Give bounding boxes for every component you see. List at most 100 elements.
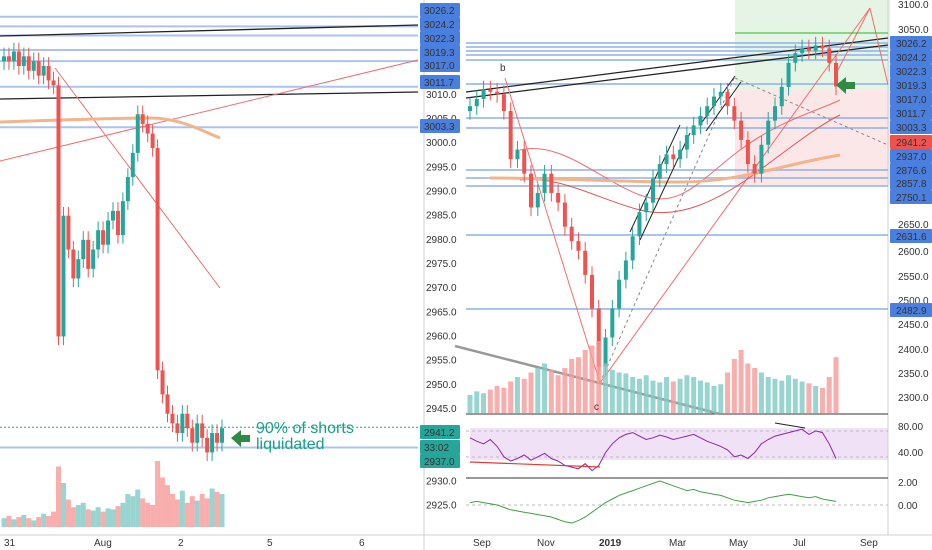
price-badge-left-text: 33:02	[424, 443, 449, 454]
x-tick-label-left: 31	[4, 538, 16, 549]
candle-body-right	[779, 86, 784, 107]
price-badge-right	[890, 64, 932, 78]
volume-bar	[184, 502, 190, 527]
price-badge-left-text: 3019.3	[424, 48, 455, 59]
price-badge-left	[420, 119, 460, 133]
candle-body	[46, 65, 51, 81]
volume-bar-right	[725, 372, 731, 413]
volume-bar-right	[494, 386, 500, 413]
price-badge-right	[890, 135, 932, 149]
price-badge-right-text: 3017.0	[896, 95, 927, 106]
y-tick-label-left: 3010.0	[426, 90, 457, 101]
volume-bar	[209, 488, 215, 527]
candle-body-right	[623, 260, 628, 280]
candle-body-right	[691, 125, 696, 136]
candle-body	[140, 114, 145, 124]
volume-bar-right	[806, 383, 812, 413]
volume-bar	[21, 514, 27, 527]
candle-body-right	[549, 173, 554, 193]
y-tick-label-left: 2950.0	[426, 380, 457, 391]
volume-bar	[110, 509, 116, 527]
candle-body	[135, 114, 140, 153]
volume-bar	[140, 498, 146, 527]
price-badge-right-text: 2631.6	[896, 232, 927, 243]
red-ray-1	[599, 7, 871, 384]
y-tick-label-left: 2970.0	[426, 283, 457, 294]
red-ray-2	[504, 77, 601, 384]
volume-bar	[204, 498, 210, 527]
volume-bar	[75, 505, 81, 527]
trendline-lower-right	[465, 44, 889, 99]
candle-body	[16, 51, 21, 66]
volume-bar-right	[582, 350, 588, 413]
candle-body-right	[739, 120, 744, 140]
volume-bar	[145, 502, 151, 527]
volume-bar	[115, 506, 121, 527]
price-badge-right-text: 3003.3	[896, 123, 927, 134]
volume-bar-right	[738, 350, 744, 413]
volume-bar-right	[731, 359, 737, 413]
volume-bar-right	[799, 381, 805, 413]
candle-body	[61, 215, 66, 337]
x-tick-label-right: Sep	[473, 538, 491, 549]
candle-body	[56, 85, 61, 337]
candle-body-right	[806, 48, 811, 51]
price-badge-left	[420, 17, 460, 31]
volume-bar-right	[528, 372, 534, 413]
volume-bar	[165, 485, 170, 527]
y-tick-label-right: 2300.0	[898, 393, 929, 404]
macd-tick-label: 2.00	[898, 478, 918, 489]
price-badge-right	[890, 190, 932, 204]
volume-bar	[11, 519, 17, 527]
x-tick-label-right: May	[729, 538, 748, 549]
y-tick-label-left: 2990.0	[426, 187, 457, 198]
price-badge-left-text: 3017.0	[424, 61, 455, 72]
candle-body	[205, 437, 210, 453]
price-badge-left-text: 3022.3	[424, 34, 455, 45]
candle-body	[91, 249, 96, 269]
candle-body	[175, 423, 180, 434]
volume-bar-right	[826, 377, 832, 413]
y-tick-label-left: 2975.0	[426, 259, 457, 270]
volume-bar-right	[779, 380, 785, 413]
candle-body-right	[630, 236, 635, 261]
price-badge-right-text: 2857.8	[896, 179, 927, 190]
candle-body	[210, 433, 215, 453]
rsi-line	[469, 428, 837, 472]
volume-bar-right	[555, 375, 561, 413]
volume-bar-right	[697, 380, 703, 413]
volume-bar-right	[616, 372, 622, 413]
volume-bar-right	[474, 391, 480, 413]
x-tick-label-right: Nov	[537, 538, 555, 549]
candle-body-right	[725, 91, 730, 107]
volume-bar	[214, 491, 220, 527]
y-tick-label-right: 3050.0	[898, 25, 929, 36]
volume-bar-right	[643, 375, 649, 413]
price-badge-left-text: 3003.3	[424, 122, 455, 133]
candle-body	[31, 61, 36, 71]
candle-body	[21, 56, 26, 66]
candle-body-right	[813, 45, 818, 51]
x-tick-label-right: Mar	[669, 538, 687, 549]
y-tick-label-left: 2955.0	[426, 356, 457, 367]
candle-body	[41, 65, 46, 76]
candle-body-right	[576, 241, 581, 251]
price-badge-right-text: 2937.0	[896, 152, 927, 163]
price-badge-left-text: 2937.0	[424, 457, 455, 468]
volume-bar	[105, 508, 111, 527]
volume-bar	[120, 502, 126, 527]
volume-bar	[150, 505, 156, 527]
candle-body-right	[657, 164, 662, 179]
price-badge-right	[890, 163, 932, 177]
volume-bar-right	[535, 368, 541, 413]
volume-bar-right	[711, 386, 717, 413]
volume-bar-right	[657, 382, 663, 413]
volume-bar-right	[589, 345, 595, 413]
candle-body	[215, 433, 220, 443]
candle-body-right	[596, 308, 601, 367]
price-badge-right	[890, 50, 932, 64]
volume-bar-right	[691, 377, 697, 413]
price-badge-left	[420, 425, 460, 439]
macd-tick-label: 0.00	[898, 501, 918, 512]
